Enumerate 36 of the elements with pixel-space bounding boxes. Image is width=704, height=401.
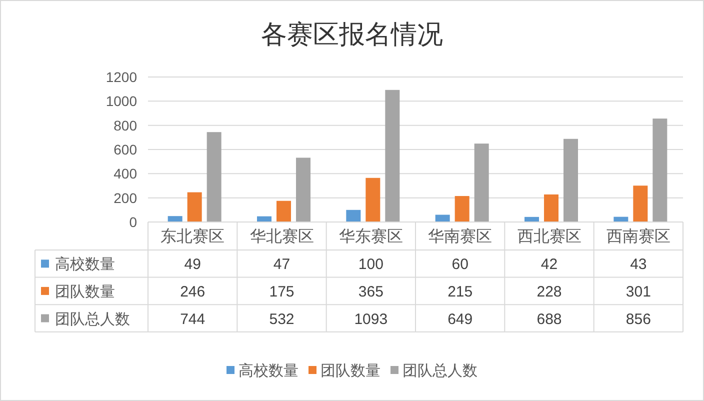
data-label: 215 bbox=[448, 283, 473, 300]
data-label: 43 bbox=[630, 256, 647, 274]
data-label: 532 bbox=[269, 310, 294, 328]
y-tick-label: 600 bbox=[114, 142, 138, 158]
data-label: 42 bbox=[540, 256, 558, 274]
data-label: 649 bbox=[448, 310, 473, 328]
y-tick-label: 0 bbox=[129, 214, 138, 230]
data-label: 228 bbox=[536, 283, 562, 300]
x-tick-label: 华北赛区 bbox=[250, 228, 314, 246]
y-tick-label: 800 bbox=[114, 117, 138, 134]
x-tick-label: 西南赛区 bbox=[606, 228, 670, 246]
y-tick-label: 1200 bbox=[106, 69, 138, 85]
x-tick-label: 西北赛区 bbox=[517, 228, 582, 246]
x-tick-label: 华南赛区 bbox=[428, 228, 492, 246]
legend-label: 团队总人数 bbox=[55, 310, 130, 328]
data-label: 100 bbox=[358, 256, 384, 274]
y-tick-label: 200 bbox=[114, 190, 138, 206]
data-label: 1093 bbox=[354, 310, 388, 328]
legend: 高校数量 团队数量 团队总人数 bbox=[226, 362, 478, 380]
data-label: 688 bbox=[536, 310, 562, 328]
data-label: 744 bbox=[180, 310, 206, 328]
data-label: 175 bbox=[269, 283, 294, 300]
data-label: 60 bbox=[452, 256, 468, 274]
chart-title: 各赛区报名情况 bbox=[261, 20, 443, 49]
legend-label: 团队数量 bbox=[55, 283, 115, 300]
data-label: 365 bbox=[358, 283, 384, 300]
data-label: 301 bbox=[626, 283, 651, 300]
y-tick-label: 1000 bbox=[106, 93, 138, 110]
data-label: 47 bbox=[273, 256, 290, 274]
y-tick-label: 400 bbox=[114, 166, 138, 182]
data-label: 856 bbox=[626, 310, 651, 328]
legend-label: 高校数量 bbox=[55, 256, 115, 274]
x-tick-label: 东北赛区 bbox=[160, 228, 225, 246]
data-label: 246 bbox=[180, 283, 206, 300]
data-label: 49 bbox=[184, 256, 201, 274]
x-tick-label: 华东赛区 bbox=[338, 228, 403, 246]
